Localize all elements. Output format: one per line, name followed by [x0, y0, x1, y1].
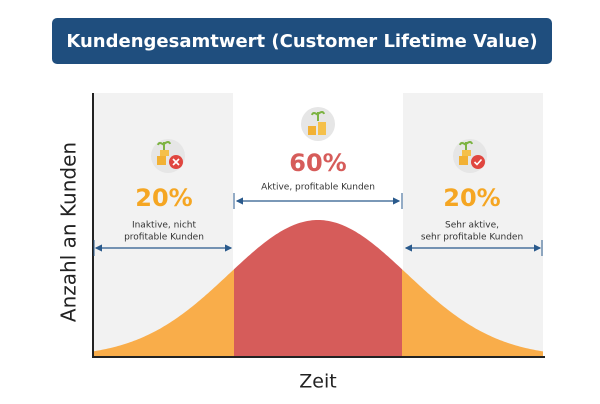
segment-label: sehr profitable Kunden — [421, 233, 523, 243]
icon-active — [301, 107, 335, 141]
title: Kundengesamtwert (Customer Lifetime Valu… — [66, 31, 537, 52]
title-banner — [52, 18, 552, 64]
segment-label: Inaktive, nicht — [132, 221, 197, 231]
percent: 60% — [289, 149, 346, 177]
curve-right — [402, 269, 543, 357]
percent: 20% — [443, 184, 500, 212]
percent: 20% — [135, 184, 192, 212]
icon-inactive — [151, 139, 185, 173]
curve-middle — [234, 220, 402, 357]
segment-label: Aktive, profitable Kunden — [261, 183, 375, 193]
segment-label: profitable Kunden — [124, 233, 204, 243]
y-axis-label: Anzahl an Kunden — [57, 142, 81, 322]
curve-left — [94, 269, 234, 357]
icon-very-active — [453, 139, 487, 173]
x-axis-label: Zeit — [299, 371, 336, 393]
segment-label: Sehr aktive, — [445, 221, 499, 231]
